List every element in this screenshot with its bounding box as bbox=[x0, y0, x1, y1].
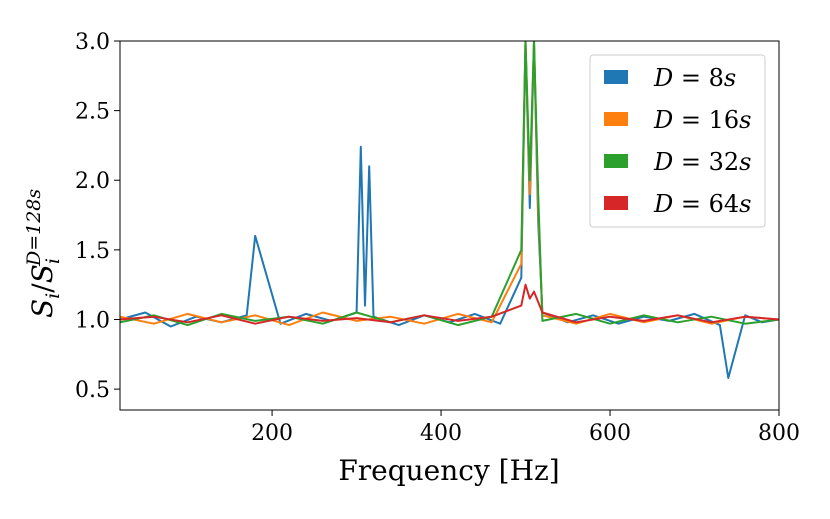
y-tick-label: 0.5 bbox=[75, 378, 110, 403]
y-tick-label: 1.5 bbox=[75, 239, 110, 264]
x-axis-title: Frequency [Hz] bbox=[338, 454, 559, 487]
y-tick-label: 3.0 bbox=[75, 30, 110, 55]
legend-box bbox=[589, 54, 766, 228]
legend-swatch-3 bbox=[604, 196, 628, 210]
legend-swatch-0 bbox=[604, 70, 628, 84]
legend-swatch-2 bbox=[604, 154, 628, 168]
series-layer bbox=[120, 41, 779, 379]
plot-frame bbox=[119, 40, 780, 411]
series-line-2 bbox=[120, 41, 779, 327]
legend-label-1: D = 16s bbox=[653, 106, 752, 134]
y-axis-title-sub: i bbox=[42, 293, 64, 299]
y-tick-label: 2.0 bbox=[75, 169, 110, 194]
y-axis-title-main2: S bbox=[26, 264, 59, 283]
ticks-layer: 200 400 600 800 0.5 1.0 1.5 2.0 2.5 3.0 bbox=[75, 30, 800, 446]
series-line-1 bbox=[120, 41, 779, 327]
legend: D = 8s D = 16s D = 32s D = 64s bbox=[589, 54, 766, 228]
y-axis-title: Si/SiD=128s bbox=[23, 189, 64, 318]
y-axis-title-sup2: D=128s bbox=[23, 189, 45, 267]
x-tick-label: 800 bbox=[758, 421, 800, 446]
x-tick-label: 600 bbox=[589, 421, 631, 446]
legend-label-2: D = 32s bbox=[653, 148, 752, 176]
y-axis-title-sub2: i bbox=[42, 258, 64, 264]
legend-label-3: D = 64s bbox=[653, 190, 752, 218]
legend-swatch-1 bbox=[604, 112, 628, 126]
legend-items: D = 8s D = 16s D = 32s D = 64s bbox=[604, 64, 752, 218]
x-tick-label: 200 bbox=[251, 421, 293, 446]
y-tick-label: 1.0 bbox=[75, 308, 110, 333]
legend-label-0: D = 8s bbox=[653, 64, 736, 92]
x-tick-label: 400 bbox=[420, 421, 462, 446]
y-tick-label: 2.5 bbox=[75, 100, 110, 125]
series-line-3 bbox=[120, 283, 779, 325]
y-axis-title-slash: / bbox=[26, 283, 59, 293]
y-axis-title-main: S bbox=[26, 299, 59, 318]
